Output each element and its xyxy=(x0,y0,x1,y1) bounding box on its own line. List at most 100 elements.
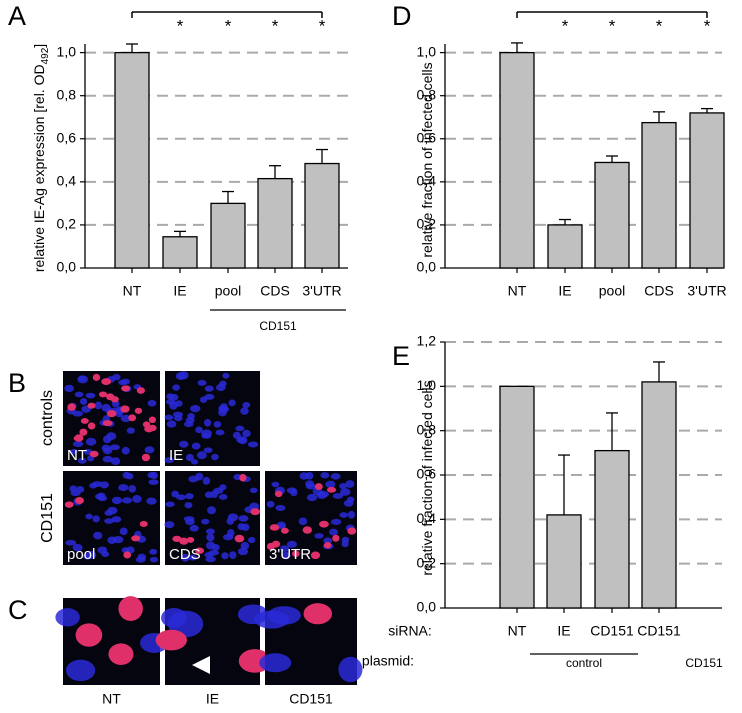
infected-nucleus xyxy=(186,536,195,543)
nucleus xyxy=(247,441,259,448)
nucleus xyxy=(102,447,113,455)
image-tile xyxy=(55,596,169,685)
nucleus xyxy=(242,401,251,408)
nucleus xyxy=(204,385,214,392)
significance-star: * xyxy=(225,16,232,35)
infected-nucleus xyxy=(110,396,119,403)
infected-nucleus xyxy=(108,643,134,665)
tile-caption: NT xyxy=(102,691,121,707)
x-tick-label: pool xyxy=(599,283,625,299)
nucleus xyxy=(150,471,158,480)
y-tick-label: 0,8 xyxy=(57,86,77,102)
infected-nucleus xyxy=(98,391,108,398)
nucleus xyxy=(64,384,75,393)
infected-nucleus xyxy=(79,428,88,436)
nucleus xyxy=(175,372,186,380)
infected-nucleus xyxy=(326,486,337,493)
x-tick-label: CD151 xyxy=(637,623,681,639)
nucleus xyxy=(204,393,215,400)
tile-label: IE xyxy=(169,447,183,464)
nucleus xyxy=(323,537,333,545)
nucleus xyxy=(111,496,123,505)
x-tick-label: NT xyxy=(123,283,142,299)
nucleus xyxy=(110,457,121,465)
nucleus xyxy=(171,490,180,498)
nucleus xyxy=(173,411,183,418)
x-tick-label: IE xyxy=(558,283,571,299)
infected-nucleus xyxy=(280,527,289,534)
bar xyxy=(546,514,582,609)
nucleus xyxy=(203,419,212,427)
nucleus xyxy=(77,457,87,464)
nucleus xyxy=(247,536,256,544)
significance-star: * xyxy=(562,16,569,35)
nucleus xyxy=(219,484,227,491)
y-tick-label: 0,2 xyxy=(417,554,437,570)
bar xyxy=(499,51,535,269)
nucleus xyxy=(242,429,251,438)
bar xyxy=(547,224,583,269)
nucleus xyxy=(238,436,248,445)
nucleus xyxy=(85,392,96,399)
nucleus xyxy=(179,440,189,448)
y-axis-label-part: ] xyxy=(31,44,47,48)
significance-star: * xyxy=(319,16,326,35)
nucleus xyxy=(121,497,133,504)
infected-nucleus xyxy=(92,373,101,381)
x-tick-label: IE xyxy=(557,623,570,639)
nucleus xyxy=(74,391,84,398)
infected-nucleus xyxy=(323,542,332,549)
nucleus xyxy=(330,518,342,525)
infected-nucleus xyxy=(172,535,182,542)
nucleus xyxy=(228,399,236,407)
nucleus xyxy=(166,420,177,428)
nucleus xyxy=(86,550,97,560)
nucleus xyxy=(204,552,214,558)
image-tile xyxy=(265,471,357,565)
nucleus xyxy=(202,476,211,485)
tile-label: CDS xyxy=(169,546,201,563)
bar xyxy=(210,202,246,269)
infected-nucleus xyxy=(310,551,321,560)
infected-nucleus xyxy=(101,378,112,385)
nucleus xyxy=(266,500,275,508)
y-axis-label-part: relative IE-Ag expression [rel. OD xyxy=(31,64,47,272)
infected-nucleus xyxy=(106,410,117,418)
nucleus xyxy=(211,544,220,552)
panel-label: E xyxy=(392,341,410,371)
infected-nucleus xyxy=(332,534,340,542)
tile-caption: IE xyxy=(206,691,219,707)
nucleus xyxy=(222,533,234,541)
bar xyxy=(499,385,535,609)
infected-nucleus xyxy=(148,416,157,424)
y-tick-label: 0,0 xyxy=(417,259,437,275)
image-tile xyxy=(164,471,261,565)
nucleus xyxy=(188,554,198,561)
nucleus xyxy=(70,490,81,497)
nucleus xyxy=(55,608,80,627)
nucleus xyxy=(149,548,158,555)
nucleus xyxy=(314,533,324,539)
nucleus xyxy=(238,515,249,522)
nucleus xyxy=(206,533,215,542)
y-tick-label: 1,0 xyxy=(417,377,437,393)
y-tick-label: 0,4 xyxy=(417,510,437,526)
y-tick-label: 0,8 xyxy=(417,421,437,437)
y-tick-label: 0,2 xyxy=(57,216,77,232)
nucleus xyxy=(85,437,97,446)
image-tile xyxy=(254,598,363,685)
y-tick-label: 0,6 xyxy=(417,466,437,482)
x-tick-label: pool xyxy=(215,283,241,299)
image-tile xyxy=(164,371,260,466)
nucleus xyxy=(286,540,297,548)
infected-nucleus xyxy=(102,420,113,427)
nucleus xyxy=(169,393,179,401)
nucleus xyxy=(205,556,216,563)
group-label: CD151 xyxy=(259,319,297,333)
nucleus xyxy=(278,523,286,530)
y-tick-label: 0,4 xyxy=(417,173,437,189)
nucleus xyxy=(101,551,110,558)
nucleus xyxy=(197,379,207,386)
x-tick-label: NT xyxy=(508,623,527,639)
nucleus xyxy=(122,471,131,479)
